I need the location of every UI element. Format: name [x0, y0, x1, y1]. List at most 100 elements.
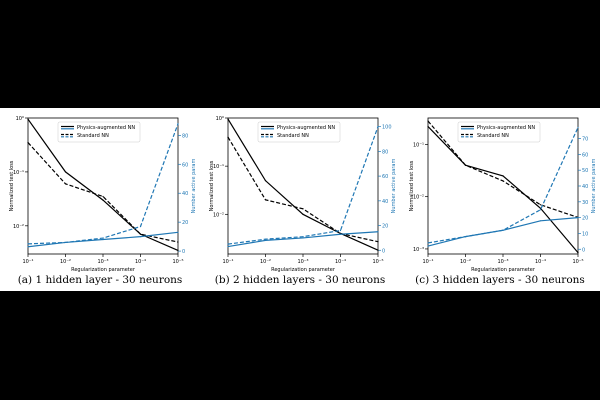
y-right-axis-label: Number active param — [391, 159, 397, 214]
data-point — [302, 213, 304, 215]
data-point — [227, 243, 229, 245]
data-point — [102, 237, 104, 239]
x-tick-label: 10⁻¹ — [422, 259, 433, 265]
legend-label: Physics-augmented NN — [477, 125, 535, 131]
y-right-tick-label: 0 — [582, 247, 585, 253]
data-point — [227, 245, 229, 248]
caption-b: (b) 2 hidden layers - 30 neurons — [214, 274, 386, 286]
y-right-tick-label: 80 — [182, 133, 188, 139]
data-point — [539, 209, 542, 211]
x-tick-label: 10⁻⁴ — [135, 259, 146, 265]
legend-label: Standard NN — [477, 133, 509, 139]
series-line-black-dashed — [27, 142, 179, 243]
y-left-tick-label: 10⁰ — [16, 116, 24, 122]
y-left-tick-label: 10⁻² — [13, 224, 24, 230]
data-point — [427, 242, 429, 244]
y-right-tick-label: 60 — [382, 174, 388, 180]
data-point — [539, 220, 542, 222]
data-point — [27, 141, 29, 144]
data-point — [102, 238, 104, 241]
y-right-tick-label: 40 — [382, 199, 388, 205]
y-left-tick-label: 10⁻² — [413, 195, 424, 201]
data-point — [139, 225, 142, 228]
y-right-tick-label: 10 — [582, 231, 588, 237]
data-point — [464, 236, 467, 238]
data-point — [102, 195, 104, 198]
series-line-blue-dashed — [427, 127, 579, 244]
data-point — [502, 180, 504, 182]
data-point — [27, 246, 29, 248]
data-point — [264, 238, 267, 240]
chart-c: 10⁻¹ 10⁻² 10⁻³ 10⁻⁴ 10⁻⁵ 10⁻¹ 10⁻² 10⁻³ 0 10 20 30 4… — [409, 117, 597, 273]
y-right-tick-label: 80 — [382, 149, 388, 155]
data-point — [64, 183, 67, 185]
data-point — [139, 236, 142, 238]
y-left-axis-label: Normalized test loss — [9, 160, 15, 211]
x-tick-label: 10⁻¹ — [222, 259, 233, 265]
chart-b: 10⁻¹ 10⁻² 10⁻³ 10⁻⁴ 10⁻⁵ 10⁰ 10⁻¹ 10⁻² 0 20 40 60 80… — [209, 116, 397, 273]
x-tick-label: 10⁻⁵ — [572, 259, 583, 265]
y-right-tick-label: 40 — [582, 184, 588, 190]
y-left-tick-label: 10⁰ — [216, 116, 224, 122]
data-point — [227, 118, 229, 120]
x-tick-label: 10⁻⁵ — [372, 259, 383, 265]
data-point — [177, 231, 179, 233]
data-point — [177, 249, 179, 251]
y-left-tick-label: 10⁻² — [213, 212, 224, 218]
data-point — [64, 241, 67, 244]
data-point — [227, 136, 229, 138]
y-left-tick-label: 10⁻¹ — [413, 142, 424, 148]
data-point — [102, 199, 104, 201]
data-point — [302, 237, 304, 239]
data-point — [577, 217, 579, 219]
y-left-axis-label: Normalized test loss — [209, 160, 215, 211]
chart-a: 10⁻¹ 10⁻² 10⁻³ 10⁻⁴ 10⁻⁵ 10⁰ 10⁻¹ 10⁻² 0 20 40 60 80… — [9, 116, 197, 273]
x-axis-label: Regularization parameter — [471, 267, 536, 273]
data-point — [264, 199, 267, 201]
data-point — [377, 231, 379, 233]
data-point — [64, 171, 67, 173]
legend-box — [457, 121, 541, 143]
caption-a: (a) 1 hidden layer - 30 neurons — [17, 274, 183, 286]
y-right-tick-label: 0 — [382, 248, 385, 254]
data-point — [502, 175, 504, 177]
x-tick-label: 10⁻¹ — [22, 259, 33, 265]
data-point — [539, 204, 542, 206]
y-right-axis-label: Number active param — [191, 159, 197, 214]
x-tick-label: 10⁻² — [460, 259, 471, 265]
data-point — [27, 243, 29, 245]
panel-c: 10⁻¹ 10⁻² 10⁻³ 10⁻⁴ 10⁻⁵ 10⁻¹ 10⁻² 10⁻³ 0 10 20 30 4… — [400, 108, 600, 291]
x-tick-label: 10⁻⁵ — [172, 259, 183, 265]
x-tick-label: 10⁻² — [60, 259, 71, 265]
caption-c: (c) 3 hidden layers - 30 neurons — [415, 274, 585, 286]
x-tick-label: 10⁻⁴ — [335, 259, 346, 265]
y-left-tick-label: 10⁻³ — [413, 247, 424, 253]
x-axis-label: Regularization parameter — [71, 267, 136, 273]
panel-b: 10⁻¹ 10⁻² 10⁻³ 10⁻⁴ 10⁻⁵ 10⁰ 10⁻¹ 10⁻² 0 20 40 60 80… — [200, 108, 400, 291]
data-point — [339, 229, 342, 232]
y-right-tick-label: 50 — [582, 168, 588, 174]
legend-box — [57, 121, 141, 143]
x-tick-label: 10⁻³ — [297, 259, 308, 265]
x-axis-label: Regularization parameter — [271, 267, 336, 273]
y-right-tick-label: 100 — [382, 125, 392, 131]
data-point — [577, 252, 579, 254]
y-right-tick-label: 0 — [182, 249, 185, 255]
data-point — [577, 126, 579, 129]
y-right-tick-label: 40 — [182, 191, 188, 197]
y-right-tick-label: 20 — [382, 224, 388, 230]
data-point — [427, 245, 429, 247]
data-point — [377, 249, 379, 251]
data-point — [302, 236, 304, 238]
x-tick-label: 10⁻³ — [497, 259, 508, 265]
y-right-tick-label: 30 — [582, 200, 588, 206]
data-point — [27, 118, 29, 120]
x-tick-label: 10⁻³ — [97, 259, 108, 265]
y-right-tick-label: 20 — [582, 216, 588, 222]
data-point — [139, 233, 142, 235]
x-tick-label: 10⁻⁴ — [535, 259, 546, 265]
data-point — [264, 239, 267, 241]
y-right-tick-label: 20 — [182, 220, 188, 226]
y-left-tick-label: 10⁻¹ — [213, 164, 224, 170]
data-point — [427, 120, 429, 122]
